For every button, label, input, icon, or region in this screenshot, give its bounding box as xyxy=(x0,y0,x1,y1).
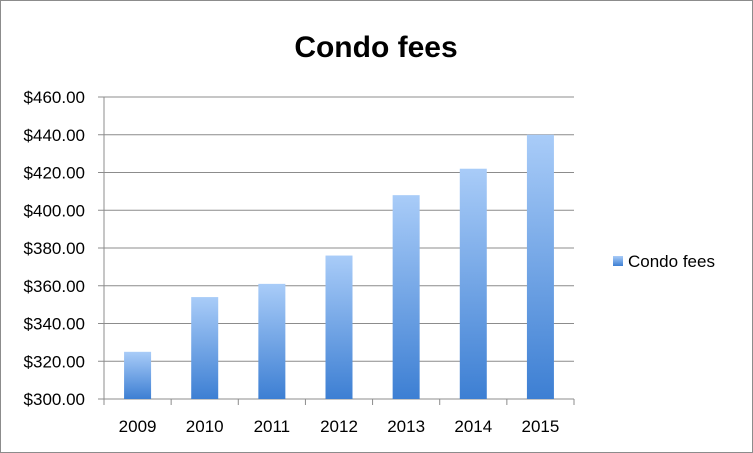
x-tick-label: 2012 xyxy=(320,417,358,436)
x-axis-ticks: 2009 2010 2011 2012 2013 2014 2015 xyxy=(103,399,575,436)
y-tick-label: $460.00 xyxy=(24,88,85,107)
y-tick-label: $360.00 xyxy=(24,277,85,296)
legend-label: Condo fees xyxy=(628,252,715,271)
x-tick-label: 2011 xyxy=(254,417,291,436)
y-tick-label: $400.00 xyxy=(24,201,85,220)
legend-swatch xyxy=(613,256,623,266)
x-tick-label: 2014 xyxy=(454,417,492,436)
y-tick-label: $420.00 xyxy=(24,164,85,183)
x-tick-label: 2015 xyxy=(522,417,560,436)
bar xyxy=(124,351,152,399)
x-tick-label: 2009 xyxy=(119,417,157,436)
bar xyxy=(258,283,286,399)
x-tick-label: 2010 xyxy=(186,417,224,436)
chart-title: Condo fees xyxy=(294,31,457,64)
y-tick-label: $300.00 xyxy=(24,390,85,409)
x-tick-label: 2013 xyxy=(387,417,425,436)
y-axis-ticks: $300.00 $320.00 $340.00 $360.00 $380.00 $400.… xyxy=(24,88,104,409)
y-tick-label: $320.00 xyxy=(24,352,85,371)
bar xyxy=(191,297,219,399)
bar xyxy=(392,195,420,399)
bar xyxy=(459,168,487,399)
bars xyxy=(124,134,554,399)
bar xyxy=(526,134,554,399)
legend: Condo fees xyxy=(613,252,715,271)
y-tick-label: $340.00 xyxy=(24,315,85,334)
bar xyxy=(325,255,353,399)
y-tick-label: $440.00 xyxy=(24,126,85,145)
y-tick-label: $380.00 xyxy=(24,239,85,258)
